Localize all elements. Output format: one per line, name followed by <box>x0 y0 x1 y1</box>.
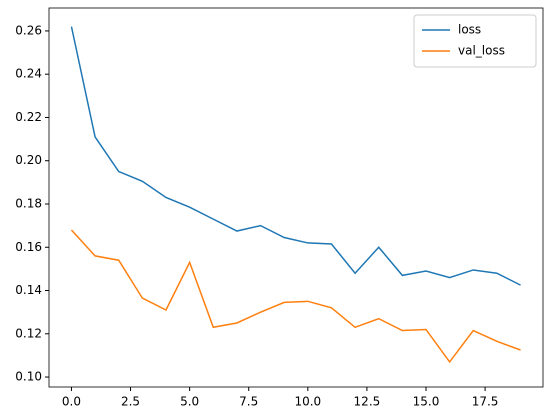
x-tick-label: 10.0 <box>294 395 321 409</box>
axes-frame <box>48 7 544 388</box>
y-tick-label: 0.18 <box>15 196 42 210</box>
y-tick-label: 0.12 <box>15 326 42 340</box>
y-tick-label: 0.14 <box>15 283 42 297</box>
x-tick-label: 17.5 <box>472 395 499 409</box>
line <box>70 229 521 364</box>
legend-label: val_loss <box>458 44 505 58</box>
y-tick-label: 0.10 <box>15 370 42 384</box>
legend-box <box>413 14 537 68</box>
y-tick-label: 0.22 <box>15 110 42 124</box>
x-tick-label: 2.5 <box>121 395 140 409</box>
x-tick-label: 7.5 <box>239 395 258 409</box>
y-tick-label: 0.24 <box>15 67 42 81</box>
y-tick-label: 0.20 <box>15 153 42 167</box>
y-tick-label: 0.26 <box>15 23 42 37</box>
legend-label: loss <box>458 23 481 37</box>
x-tick-label: 0.0 <box>62 395 81 409</box>
x-tick-label: 15.0 <box>413 395 440 409</box>
x-tick-label: 12.5 <box>354 395 381 409</box>
x-tick-label: 5.0 <box>180 395 199 409</box>
line <box>70 26 521 286</box>
y-tick-label: 0.16 <box>15 240 42 254</box>
